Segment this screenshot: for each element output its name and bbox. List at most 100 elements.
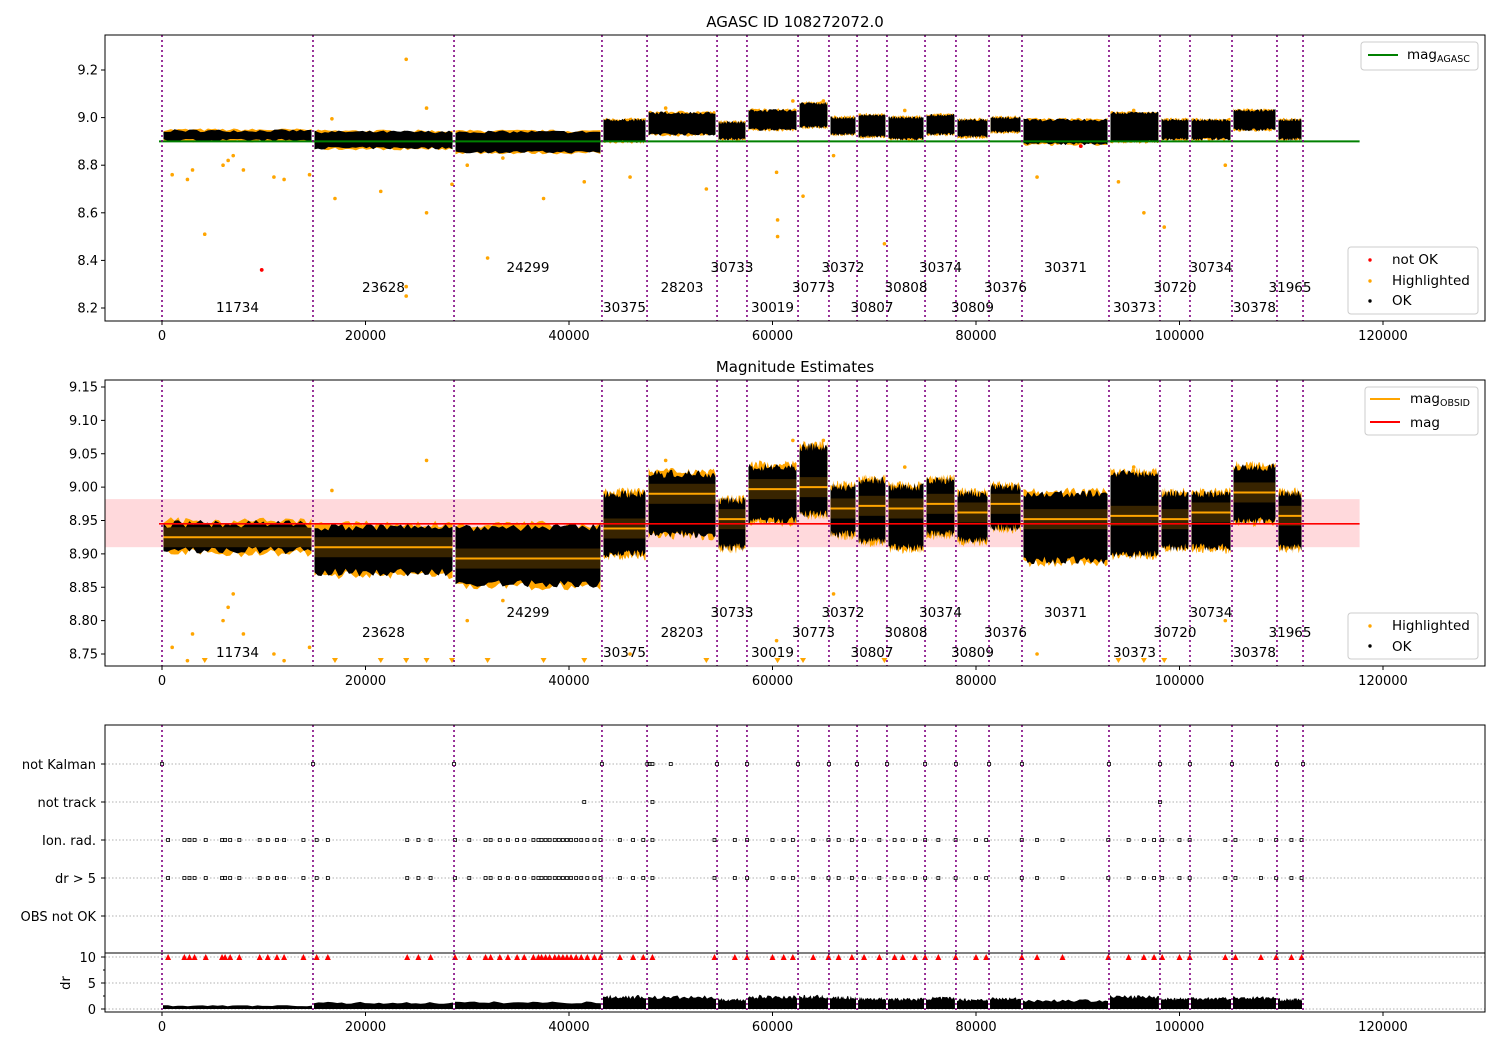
highlighted-point <box>330 116 334 121</box>
dr-clipped-point <box>181 954 188 960</box>
highlighted-point-clipped <box>581 658 588 663</box>
legend-mag: mag <box>1410 415 1440 431</box>
dr-points-band <box>1023 999 1108 1009</box>
flag-category-label: not track <box>37 796 96 811</box>
dr-clipped-point <box>313 954 320 960</box>
highlighted-point <box>404 322 408 326</box>
dr-clipped-point <box>1034 954 1041 960</box>
flag-point <box>556 838 561 842</box>
obsid-label: 30375 <box>603 645 646 661</box>
x-tick-label: 100000 <box>1155 1020 1205 1035</box>
x-tick-label: 80000 <box>955 674 996 689</box>
obsid-label: 24299 <box>507 260 550 276</box>
flag-point <box>314 876 319 880</box>
flag-point <box>543 838 548 842</box>
dr-clipped-point <box>521 954 528 960</box>
axes-frame <box>104 724 1486 1013</box>
dr-clipped-point <box>300 954 307 960</box>
flag-point <box>182 876 187 880</box>
dr-clipped-point <box>559 954 566 960</box>
highlighted-point <box>775 234 780 239</box>
dr-clipped-point <box>630 954 637 960</box>
highlighted-point <box>485 256 490 260</box>
dr-clipped-point <box>256 954 263 960</box>
obsid-label: 30374 <box>919 605 962 621</box>
highlighted-point <box>1035 652 1039 656</box>
highlighted-point <box>791 438 795 443</box>
flag-point <box>228 876 233 880</box>
highlighted-point <box>190 632 195 636</box>
highlighted-point-clipped <box>484 658 491 663</box>
dr-clipped-point <box>551 954 558 960</box>
flag-point <box>552 838 557 842</box>
ok-points-band <box>603 118 646 143</box>
flag-point <box>301 838 306 842</box>
dr-clipped-point <box>861 954 868 960</box>
flag-point <box>641 876 646 880</box>
y-tick-label: 9.05 <box>69 447 98 462</box>
flag-point <box>237 838 242 842</box>
dr-clipped-point <box>952 954 959 960</box>
highlighted-point <box>801 194 805 198</box>
dr-clipped-point <box>1222 954 1229 960</box>
y-tick-label: 9.10 <box>69 414 98 429</box>
x-tick-label: 0 <box>158 1020 166 1035</box>
dr-clipped-point <box>848 954 855 960</box>
obsid-label: 30720 <box>1153 280 1196 296</box>
dr-clipped-point <box>514 954 521 960</box>
flag-point <box>579 838 584 842</box>
flag-point <box>569 838 573 842</box>
dr-y-tick-label: 0 <box>88 1003 96 1018</box>
dr-points-band <box>747 994 798 1009</box>
obsid-label: 31965 <box>1269 625 1312 641</box>
ok-points-band <box>858 476 886 545</box>
flag-point <box>650 762 655 766</box>
legend-highlighted-marker <box>1368 279 1372 283</box>
ok-points-band <box>163 129 312 142</box>
ok-points-band <box>648 469 716 538</box>
flag-point <box>265 838 270 842</box>
dr-y-tick-label: 10 <box>79 951 96 966</box>
dr-points-band <box>163 1005 312 1009</box>
dr-clipped-point <box>1151 954 1158 960</box>
flag-point <box>428 838 433 842</box>
ok-points-band <box>1023 490 1108 565</box>
obsid-label: 30808 <box>885 625 928 641</box>
dr-clipped-point <box>935 954 942 960</box>
obsid-label: 30809 <box>951 645 994 661</box>
dr-clipped-point <box>573 954 580 960</box>
highlighted-point <box>663 106 668 110</box>
dr-points-band <box>990 997 1021 1009</box>
dr-points-band <box>718 998 746 1009</box>
highlighted-point <box>333 196 337 201</box>
obsid-label: 30807 <box>851 300 894 316</box>
dr-points-band <box>1233 996 1276 1009</box>
flag-point <box>836 838 841 842</box>
ok-points-band <box>1110 469 1159 558</box>
obsid-label: 30372 <box>822 260 865 276</box>
flag-point <box>497 876 502 880</box>
flag-point <box>556 876 561 880</box>
highlighted-point <box>1116 180 1121 184</box>
obsid-label: 23628 <box>362 625 405 641</box>
dr-clipped-point <box>415 954 422 960</box>
flag-point <box>877 876 882 880</box>
dr-clipped-point <box>563 954 570 960</box>
flag-point <box>582 800 587 804</box>
dr-clipped-point <box>482 954 489 960</box>
highlighted-point <box>282 658 286 663</box>
dr-clipped-point <box>578 954 585 960</box>
flag-point <box>539 838 544 842</box>
flag-point <box>1126 876 1131 880</box>
obsid-label: 30371 <box>1044 260 1087 276</box>
dr-clipped-point <box>711 954 718 960</box>
highlighted-point <box>221 163 225 167</box>
highlighted-point <box>231 153 236 158</box>
obsid-label: 30734 <box>1190 605 1233 621</box>
highlighted-point <box>307 172 312 177</box>
legend-highlighted: Highlighted <box>1392 273 1470 289</box>
y-tick-label: 8.8 <box>77 159 98 174</box>
dr-clipped-point <box>222 954 229 960</box>
flag-point <box>301 876 306 880</box>
